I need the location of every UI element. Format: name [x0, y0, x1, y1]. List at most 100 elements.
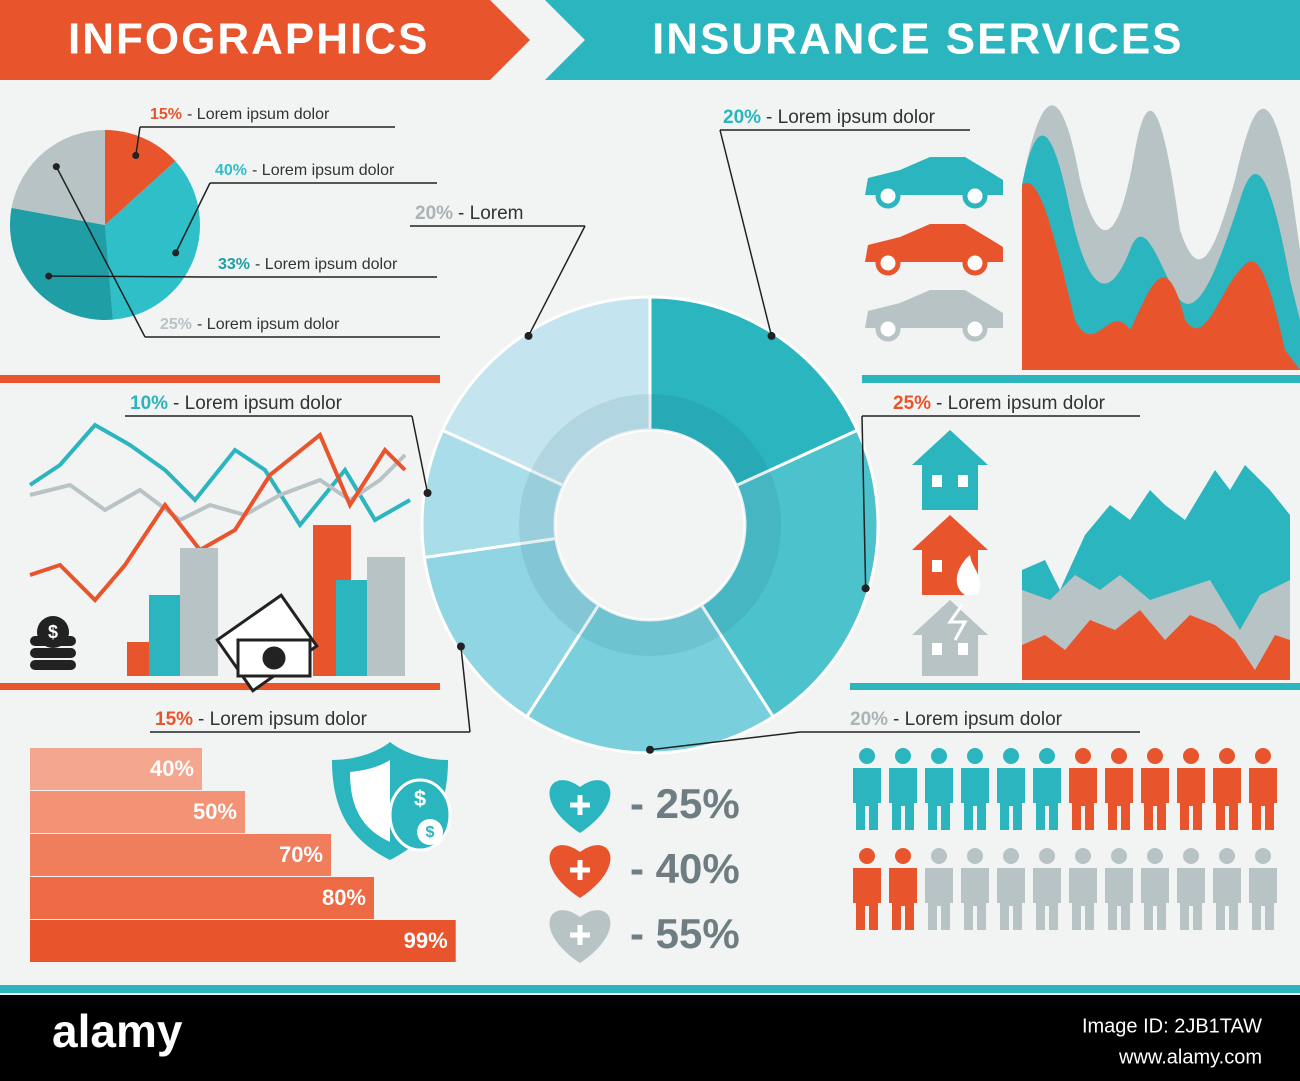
callout-line — [460, 646, 471, 733]
callout-line — [48, 275, 206, 278]
pie-slice — [105, 130, 176, 225]
person-icon — [1255, 848, 1271, 864]
person-icon — [1075, 748, 1091, 764]
callout-label: 40% - Lorem ipsum dolor — [215, 162, 395, 179]
callout-text: - Lorem ipsum dolor — [187, 106, 330, 123]
bar-chart — [127, 525, 405, 676]
divider — [862, 375, 1300, 383]
shield-icon: $ $ — [332, 742, 452, 860]
step-bar — [30, 791, 245, 833]
callout-percent: 20% — [850, 709, 888, 730]
callout-label: 20% - Lorem ipsum dolor — [850, 709, 1063, 730]
callout-line — [719, 129, 773, 337]
donut-inner-ring — [519, 394, 781, 656]
divider — [0, 683, 440, 690]
car-icon — [865, 157, 1003, 209]
step-label: 80% — [322, 885, 366, 910]
cash-icon — [215, 593, 319, 693]
callout-line — [527, 225, 586, 337]
person-icon — [889, 868, 917, 930]
area-chart — [1022, 105, 1300, 371]
house-icon — [912, 430, 988, 510]
pie-slice — [11, 130, 105, 225]
callout-percent: 40% — [215, 162, 247, 179]
callout-text: - Lorem — [458, 203, 523, 224]
svg-text:$: $ — [48, 622, 58, 642]
left-title: INFOGRAPHICS — [68, 15, 429, 64]
heart-value: - 55% — [630, 910, 740, 957]
plus-icon — [570, 925, 590, 945]
right-banner — [545, 0, 1300, 80]
callout-percent: 15% — [150, 106, 182, 123]
person-icon — [1105, 768, 1133, 830]
person-icon — [853, 768, 881, 830]
person-icon — [1147, 848, 1163, 864]
person-icon — [895, 848, 911, 864]
pie-slice — [105, 161, 201, 320]
callout-percent: 25% — [160, 316, 192, 333]
person-icon — [997, 868, 1025, 930]
person-icon — [1033, 868, 1061, 930]
area-chart — [1022, 465, 1290, 680]
person-icon — [1105, 868, 1133, 930]
person-icon — [1003, 848, 1019, 864]
person-icon — [1033, 768, 1061, 830]
divider — [0, 375, 440, 383]
donut-segment — [422, 536, 601, 719]
person-icon — [931, 748, 947, 764]
step-bar — [30, 920, 456, 962]
callout-dot — [861, 584, 870, 593]
callout-dot — [423, 489, 432, 498]
callout-percent: 10% — [130, 393, 168, 414]
person-icon — [1213, 768, 1241, 830]
person-icon — [1219, 748, 1235, 764]
person-icon — [1069, 768, 1097, 830]
person-icon — [1141, 868, 1169, 930]
donut-segment — [699, 428, 880, 719]
coins-icon: $ — [30, 616, 76, 670]
callout-percent: 33% — [218, 256, 250, 273]
donut-segment — [440, 295, 652, 488]
step-bar — [30, 834, 331, 876]
step-label: 99% — [404, 928, 448, 953]
callout-percent: 20% — [723, 107, 761, 128]
step-bar — [30, 877, 374, 919]
person-icon — [1183, 848, 1199, 864]
callout-dot — [646, 745, 654, 754]
callout-text: - Lorem ipsum dolor — [252, 162, 395, 179]
person-icon — [1249, 868, 1277, 930]
pie-slice — [10, 207, 113, 321]
donut-segment — [648, 295, 860, 488]
person-icon — [853, 868, 881, 930]
callout-label: 10% - Lorem ipsum dolor — [130, 393, 343, 414]
callout-line — [861, 415, 867, 589]
callout-label: 33% - Lorem ipsum dolor — [218, 256, 398, 273]
person-icon — [961, 868, 989, 930]
step-label: 70% — [279, 842, 323, 867]
svg-text:$: $ — [414, 786, 426, 811]
person-icon — [1039, 848, 1055, 864]
footer-url: www.alamy.com — [1118, 1046, 1262, 1068]
person-icon — [1249, 768, 1277, 830]
callout-label: 15% - Lorem ipsum dolor — [155, 709, 368, 730]
callout-line — [135, 126, 141, 156]
callout-line — [649, 731, 801, 751]
callout-label: 25% - Lorem ipsum dolor — [160, 316, 340, 333]
house-icon — [912, 600, 988, 676]
person-icon — [1147, 748, 1163, 764]
person-icon — [1003, 748, 1019, 764]
person-icon — [1111, 848, 1127, 864]
callout-text: - Lorem ipsum dolor — [893, 709, 1063, 730]
callout-dot — [45, 272, 53, 280]
line-chart — [28, 422, 411, 603]
callout-text: - Lorem ipsum dolor — [173, 393, 343, 414]
person-icon — [859, 748, 875, 764]
person-icon — [997, 768, 1025, 830]
callout-label: 15% - Lorem ipsum dolor — [150, 106, 330, 123]
callout-dot — [767, 331, 776, 340]
person-icon — [1069, 868, 1097, 930]
person-icon — [1183, 748, 1199, 764]
step-label: 40% — [150, 756, 194, 781]
